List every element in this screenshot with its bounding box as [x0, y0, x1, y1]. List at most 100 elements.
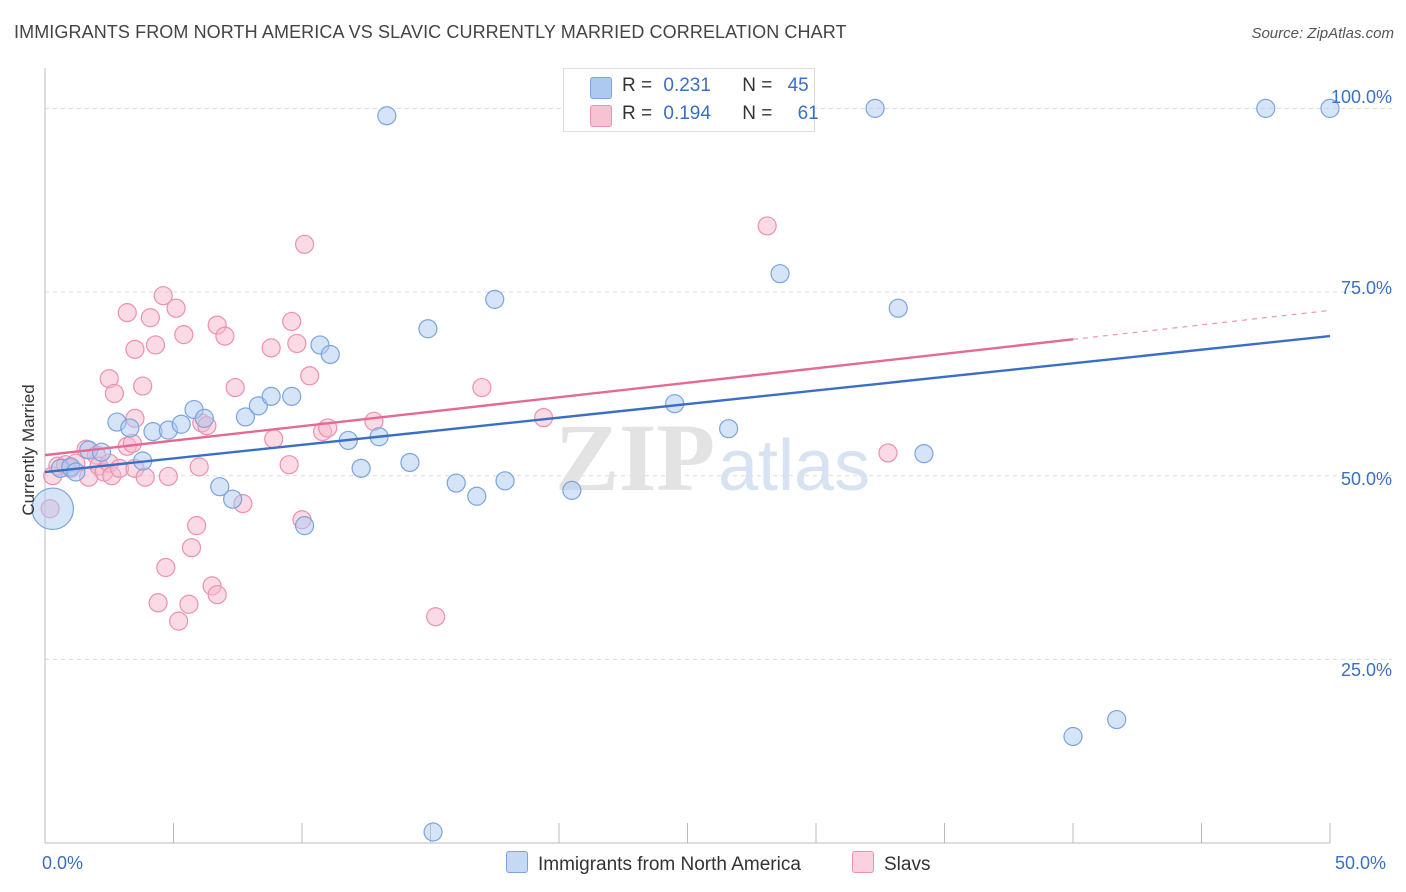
blue-point-34 [562, 480, 582, 500]
pink-point-42 [215, 326, 235, 346]
pink-point-24 [140, 308, 160, 328]
pink-point-15 [104, 383, 124, 404]
n-label: N = [742, 103, 773, 124]
grid-layer [45, 107, 1392, 660]
pink-point-21 [125, 339, 145, 359]
legend-label-slavs: Slavs [884, 854, 931, 875]
x-tick-label-min: 0.0% [42, 853, 84, 873]
blue-point-14 [210, 477, 230, 497]
blue-trend-line [44, 334, 1331, 474]
pink-point-33 [179, 594, 199, 614]
y-axis-label: Currently Married [19, 384, 38, 516]
pink-trend-line [44, 338, 1074, 457]
blue-point-0 [31, 487, 75, 531]
legend-label-north-america: Immigrants from North America [538, 854, 801, 875]
blue-r-value: 0.231 [663, 75, 711, 96]
pink-point-51 [294, 234, 315, 254]
pink-n-value: 61 [797, 103, 819, 124]
pink-point-49 [287, 333, 307, 354]
pink-point-23 [135, 467, 155, 487]
n-label: N = [742, 75, 773, 96]
blue-point-3 [66, 462, 86, 482]
blue-point-11 [171, 414, 191, 434]
trend-lines [44, 309, 1331, 474]
legend-item-slavs: Slavs [852, 851, 930, 876]
blue-point-19 [282, 386, 302, 406]
r-label: R = [622, 75, 653, 96]
legend-item-north-america: Immigrants from North America [506, 851, 801, 876]
blue-n-value: 45 [787, 75, 809, 96]
chart-source: Source: ZipAtlas.com [1251, 25, 1394, 42]
y-tick-label-25: 25.0% [1340, 660, 1392, 680]
pink-point-47 [279, 455, 299, 475]
x-tick-label-max: 50.0% [1335, 853, 1387, 873]
blue-point-29 [423, 822, 443, 842]
blue-point-43 [1256, 98, 1276, 118]
blue-point-31 [467, 486, 487, 506]
chart-title: IMMIGRANTS FROM NORTH AMERICA VS SLAVIC … [14, 22, 847, 42]
y-tick-label-100: 100.0% [1330, 87, 1392, 107]
pink-point-36 [189, 457, 209, 477]
blue-point-32 [485, 289, 505, 309]
blue-point-38 [865, 98, 885, 118]
pink-point-40 [207, 585, 227, 605]
blue-point-24 [351, 458, 371, 478]
pink-point-57 [472, 377, 492, 398]
r-label: R = [622, 103, 653, 124]
blue-point-40 [914, 444, 934, 464]
blue-point-33 [495, 471, 515, 491]
blue-point-22 [320, 344, 340, 365]
pink-r-value: 0.194 [663, 103, 711, 124]
blue-point-39 [888, 298, 908, 318]
blue-point-15 [223, 489, 243, 509]
blue-point-37 [770, 264, 790, 284]
pink-point-52 [300, 366, 320, 386]
pink-swatch [590, 105, 612, 127]
blue-point-28 [418, 319, 438, 339]
pink-point-48 [282, 311, 302, 332]
blue-point-36 [719, 419, 739, 439]
pink-point-17 [117, 303, 137, 323]
blue-swatch [590, 77, 612, 99]
blue-point-7 [120, 418, 140, 438]
y-tick-label-50: 50.0% [1340, 469, 1392, 489]
pink-point-45 [261, 338, 281, 358]
pink-point-22 [133, 376, 153, 396]
pink-point-60 [878, 443, 898, 463]
y-tick-label-75: 75.0% [1340, 278, 1392, 298]
pink-point-25 [145, 335, 166, 355]
blue-point-27 [400, 452, 420, 473]
pink-point-31 [169, 611, 189, 631]
blue-point-44 [1320, 98, 1340, 118]
blue-point-17 [248, 396, 268, 416]
pink-point-29 [158, 466, 178, 487]
pink-point-30 [166, 298, 186, 318]
blue-point-13 [194, 408, 214, 428]
pink-trend-extension [1072, 309, 1331, 340]
pink-point-46 [264, 429, 284, 449]
pink-point-56 [426, 607, 446, 627]
pink-point-27 [153, 286, 173, 306]
blue-point-30 [446, 473, 466, 493]
blue-point-5 [91, 442, 112, 462]
north-america-points [31, 98, 1340, 842]
pink-point-32 [174, 325, 194, 345]
y-axis-label-wrap: Currently Married [14, 300, 44, 600]
pink-point-26 [148, 593, 168, 613]
pink-point-35 [187, 516, 207, 536]
blue-point-16 [235, 407, 256, 427]
correlation-legend: R = 0.231 N = 45 R = 0.194 N = 61 [563, 68, 819, 132]
watermark-atlas: atlas [718, 426, 870, 506]
pink-swatch [852, 851, 874, 873]
pink-point-28 [156, 557, 176, 578]
blue-swatch [506, 851, 528, 873]
blue-point-26 [377, 106, 397, 126]
blue-point-42 [1107, 709, 1127, 730]
blue-point-41 [1063, 726, 1083, 747]
pink-point-34 [181, 538, 202, 558]
blue-point-20 [294, 516, 315, 536]
pink-point-59 [757, 216, 777, 236]
pink-point-43 [225, 377, 245, 398]
blue-point-18 [261, 386, 281, 406]
